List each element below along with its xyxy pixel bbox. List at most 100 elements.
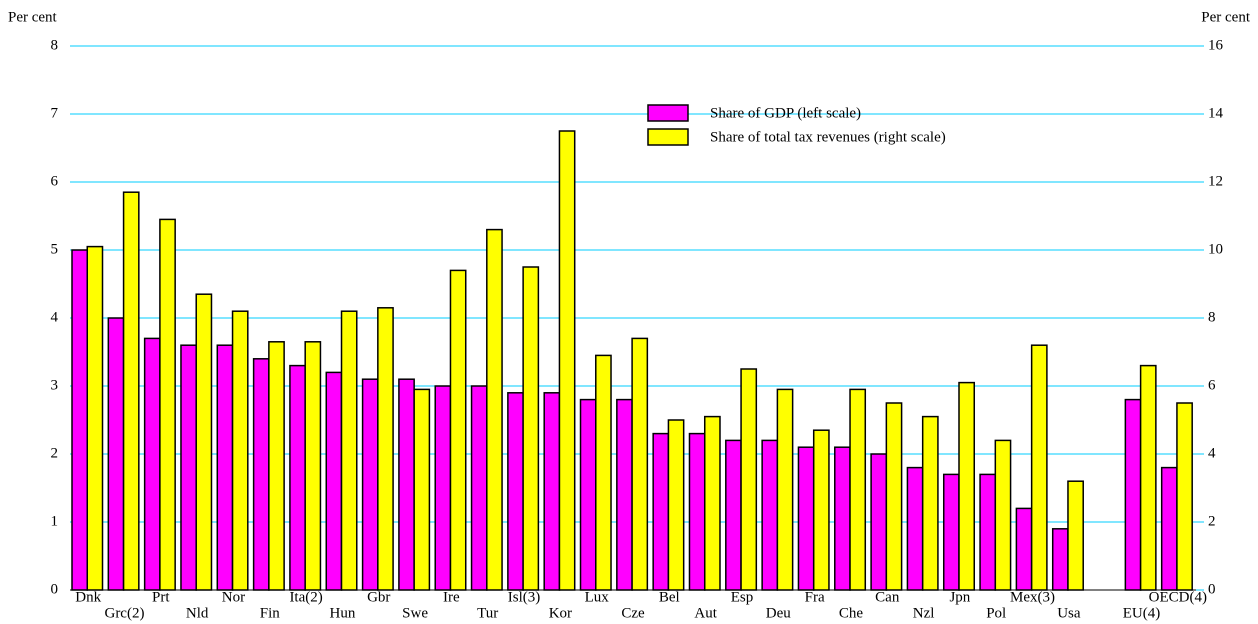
bar [159, 218, 176, 591]
bar [486, 228, 503, 591]
x-tick-label: Prt [152, 589, 170, 605]
bar [631, 337, 649, 591]
y2-tick-label: 10 [1208, 241, 1223, 257]
bar [231, 310, 249, 591]
bar [507, 392, 524, 591]
bar [652, 432, 670, 591]
bar [340, 310, 358, 591]
x-tick-label: Kor [549, 605, 572, 621]
bar [71, 249, 89, 591]
x-tick-label: OECD(4) [1149, 589, 1207, 605]
bar [849, 388, 867, 591]
x-tick-label: Ita(2) [289, 589, 322, 605]
x-tick-label: Isl(3) [508, 589, 541, 605]
legend-swatch [647, 128, 689, 146]
y-tick-label: 7 [51, 105, 59, 121]
x-tick-label: Jpn [949, 589, 970, 605]
x-tick-label: Cze [621, 605, 645, 621]
x-tick-label: Nzl [913, 605, 935, 621]
x-tick-label: Can [875, 589, 900, 605]
y2-axis-label: Per cent [1201, 9, 1251, 25]
bar [522, 266, 540, 591]
y2-tick-label: 8 [1208, 309, 1216, 325]
bar [688, 432, 706, 591]
bar [776, 388, 794, 591]
y-tick-label: 4 [51, 309, 59, 325]
bar [377, 307, 394, 591]
bar [361, 378, 379, 591]
x-tick-label: Nld [186, 605, 209, 621]
y-tick-label: 3 [51, 377, 59, 393]
bar [325, 371, 343, 591]
x-tick-label: Nor [222, 589, 245, 605]
bar [667, 419, 685, 591]
x-tick-label: Hun [329, 605, 355, 621]
legend-swatch [647, 104, 689, 122]
y-tick-label: 5 [51, 241, 59, 257]
bar [1176, 402, 1193, 591]
bar [216, 344, 234, 591]
bar [434, 385, 452, 591]
y-tick-label: 2 [51, 445, 59, 461]
y2-tick-label: 6 [1208, 377, 1216, 393]
bar [885, 402, 903, 591]
legend-label: Share of total tax revenues (right scale… [710, 129, 946, 145]
x-tick-label: Che [839, 605, 864, 621]
bar [595, 354, 612, 591]
bar [543, 392, 561, 591]
y-tick-label: 0 [51, 581, 59, 597]
bar [725, 439, 742, 591]
bar [812, 429, 830, 591]
x-tick-label: Aut [694, 605, 717, 621]
y-tick-label: 6 [51, 173, 59, 189]
bar [398, 378, 415, 591]
bar [979, 473, 997, 591]
bar [470, 385, 488, 591]
bar [906, 466, 924, 591]
bar [1030, 344, 1048, 591]
bar [413, 388, 431, 591]
bar [703, 415, 721, 591]
x-tick-label: Bel [659, 589, 680, 605]
legend-label: Share of GDP (left scale) [710, 105, 861, 121]
x-tick-label: Fra [805, 589, 825, 605]
bar [107, 317, 125, 591]
bar [579, 398, 597, 591]
x-tick-label: Esp [731, 589, 754, 605]
bar [180, 344, 197, 591]
y-axis-label: Per cent [8, 9, 58, 25]
x-tick-label: Pol [986, 605, 1006, 621]
bar [289, 364, 306, 591]
x-tick-label: Mex(3) [1010, 589, 1055, 605]
y2-tick-label: 0 [1208, 581, 1216, 597]
bar [921, 415, 939, 591]
y2-tick-label: 16 [1208, 37, 1224, 53]
x-tick-label: EU(4) [1123, 605, 1161, 621]
bar [86, 245, 104, 591]
y2-tick-label: 12 [1208, 173, 1223, 189]
y2-tick-label: 4 [1208, 445, 1216, 461]
x-tick-label: Usa [1057, 605, 1081, 621]
bar [143, 337, 161, 591]
bar [797, 446, 815, 591]
bar [1139, 364, 1157, 591]
bar [870, 453, 888, 591]
bar [616, 398, 633, 591]
x-tick-label: Deu [766, 605, 791, 621]
x-tick-label: Grc(2) [104, 605, 144, 621]
x-tick-label: Ire [443, 589, 460, 605]
bar [449, 269, 467, 591]
bar [122, 191, 140, 591]
x-tick-label: Tur [477, 605, 498, 621]
y-tick-label: 8 [51, 37, 59, 53]
bar [1015, 507, 1033, 591]
bar [834, 446, 851, 591]
bar [1067, 480, 1084, 591]
y2-tick-label: 14 [1208, 105, 1224, 121]
bar [252, 358, 270, 591]
bar [304, 341, 322, 591]
bar [740, 368, 758, 591]
bar [761, 439, 779, 591]
bar [558, 130, 576, 591]
